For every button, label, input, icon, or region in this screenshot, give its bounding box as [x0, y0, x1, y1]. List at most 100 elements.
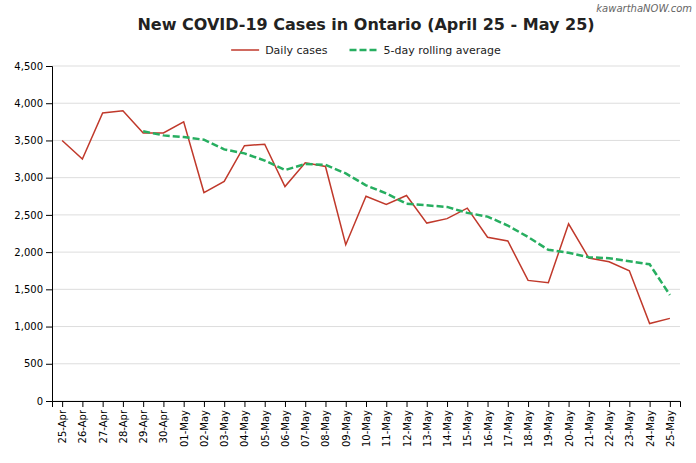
tick-label: 02-May: [199, 410, 210, 447]
grid-line: [52, 289, 680, 290]
tick: 1,500: [14, 284, 52, 295]
tick-mark: [285, 401, 286, 407]
tick: 4,500: [14, 61, 52, 72]
tick: 19-May: [543, 401, 554, 447]
tick: 27-Apr: [98, 401, 109, 443]
tick-mark: [366, 401, 367, 407]
tick: 25-Apr: [57, 401, 68, 443]
tick: 23-May: [624, 401, 635, 447]
tick: 24-May: [645, 401, 656, 447]
grid-line: [52, 214, 680, 215]
tick-mark: [609, 401, 610, 407]
grid: [52, 66, 680, 401]
tick-label: 18-May: [523, 410, 534, 447]
tick-mark: [548, 401, 549, 407]
tick-label: 3,500: [14, 135, 43, 146]
tick: 03-May: [219, 401, 230, 447]
tick: 16-May: [483, 401, 494, 447]
tick: 08-May: [320, 401, 331, 447]
tick-mark: [46, 178, 52, 179]
series-line: [62, 111, 670, 324]
title: New COVID-19 Cases in Ontario (April 25 …: [137, 15, 594, 34]
tick: 15-May: [462, 401, 473, 447]
tick-mark: [528, 401, 529, 407]
tick-mark: [46, 140, 52, 141]
tick: 10-May: [361, 401, 372, 447]
tick-mark: [204, 401, 205, 407]
tick-label: 27-Apr: [98, 409, 109, 443]
tick: 25-May: [665, 401, 676, 447]
tick-mark: [265, 401, 266, 407]
grid-line: [52, 140, 680, 141]
tick-mark: [46, 103, 52, 104]
tick-mark: [82, 401, 83, 407]
tick-label: 17-May: [503, 410, 514, 447]
tick-mark: [407, 401, 408, 407]
tick: 06-May: [280, 401, 291, 447]
tick-label: 12-May: [402, 410, 413, 447]
plot: 05001,0001,5002,0002,5003,0003,5004,0004…: [14, 61, 680, 447]
tick-mark: [589, 401, 590, 407]
tick-label: 3,000: [14, 172, 43, 183]
tick-label: 11-May: [381, 410, 392, 447]
tick-mark: [163, 401, 164, 407]
tick-mark: [346, 401, 347, 407]
legend-swatch: [350, 49, 378, 52]
tick-mark: [46, 401, 52, 402]
tick-mark: [569, 401, 570, 407]
tick-label: 05-May: [260, 410, 271, 447]
legend: Daily cases5-day rolling average: [231, 44, 501, 57]
tick-label: 06-May: [280, 410, 291, 447]
tick: 12-May: [402, 401, 413, 447]
tick-mark: [325, 401, 326, 407]
tick-mark: [244, 401, 245, 407]
tick-label: 09-May: [341, 410, 352, 447]
tick-label: 24-May: [645, 410, 656, 447]
tick: 18-May: [523, 401, 534, 447]
tick-mark: [467, 401, 468, 407]
grid-line: [52, 66, 680, 67]
tick-label: 22-May: [604, 410, 615, 447]
tick-label: 03-May: [219, 410, 230, 447]
tick-mark: [46, 66, 52, 67]
tick-mark: [46, 364, 52, 365]
y-axis: 05001,0001,5002,0002,5003,0003,5004,0004…: [14, 61, 52, 407]
tick: 30-Apr: [158, 401, 169, 443]
tick: 29-Apr: [138, 401, 149, 443]
tick-label: 500: [24, 358, 43, 369]
legend-label: Daily cases: [265, 44, 328, 57]
tick-label: 25-Apr: [57, 409, 68, 443]
tick: 17-May: [503, 401, 514, 447]
tick-mark: [46, 327, 52, 328]
tick: 02-May: [199, 401, 210, 447]
tick-label: 2,500: [14, 210, 43, 221]
grid-line: [52, 103, 680, 104]
tick-mark: [184, 401, 185, 407]
tick-mark: [488, 401, 489, 407]
tick-label: 21-May: [584, 410, 595, 447]
tick-mark: [103, 401, 104, 407]
tick-label: 13-May: [422, 410, 433, 447]
tick-label: 20-May: [564, 410, 575, 447]
tick-label: 08-May: [320, 410, 331, 447]
tick: 05-May: [260, 401, 271, 447]
tick: 07-May: [300, 401, 311, 447]
tick: 0: [37, 396, 52, 407]
tick-label: 26-Apr: [77, 409, 88, 443]
tick-label: 04-May: [239, 410, 250, 447]
axis-line: [46, 67, 53, 402]
x-axis: 25-Apr26-Apr27-Apr28-Apr29-Apr30-Apr01-M…: [53, 401, 681, 447]
tick: 13-May: [422, 401, 433, 447]
series-line: [143, 131, 670, 295]
tick-mark: [62, 401, 63, 407]
tick-label: 2,000: [14, 247, 43, 258]
tick-label: 28-Apr: [118, 409, 129, 443]
tick-label: 15-May: [462, 410, 473, 447]
tick: 26-Apr: [77, 401, 88, 443]
series-group: [62, 111, 670, 324]
tick: 09-May: [341, 401, 352, 447]
tick-mark: [123, 401, 124, 407]
tick-label: 29-Apr: [138, 409, 149, 443]
tick-label: 25-May: [665, 410, 676, 447]
tick-mark: [650, 401, 651, 407]
